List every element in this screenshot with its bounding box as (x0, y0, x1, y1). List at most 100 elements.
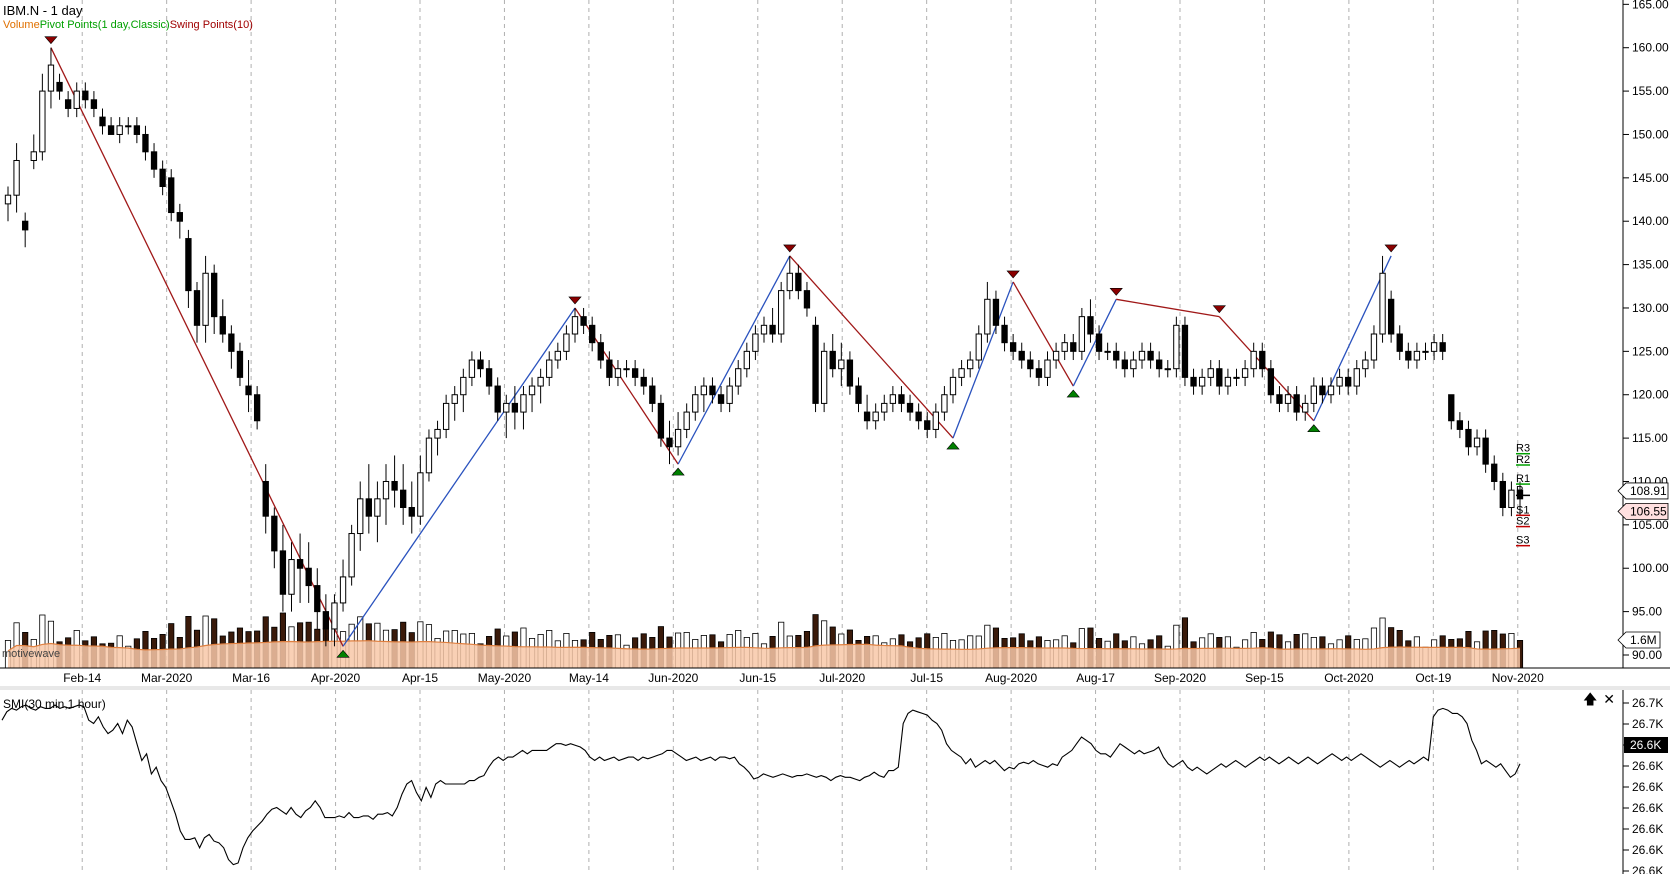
candle-body (322, 611, 330, 630)
swing-high-marker (1384, 244, 1398, 253)
candle-body (408, 507, 415, 517)
candle-body (1482, 437, 1489, 465)
candle-body (1190, 376, 1197, 387)
lower-tick-label: 26.6K (1632, 864, 1663, 874)
candle-body (511, 402, 519, 413)
pivot-label: R3 (1516, 443, 1530, 455)
last-price-box (1617, 503, 1669, 520)
lower-tick-label: 26.6K (1632, 780, 1663, 794)
price-tick-label: 150.00 (1632, 127, 1669, 141)
candle-body (1465, 428, 1472, 448)
volume-ma-tag: 1.6M (1617, 631, 1661, 649)
volume-ma-area (8, 640, 1520, 668)
price-tick-label: 95.00 (1632, 605, 1662, 619)
candle-body (606, 359, 613, 378)
swing-lines (50, 47, 1392, 647)
candle-body (872, 411, 879, 422)
candle-body (1087, 316, 1094, 335)
candle-body (1284, 394, 1292, 404)
price-pane[interactable] (0, 0, 1623, 668)
swing-high-marker (1109, 287, 1123, 296)
candle-body (941, 394, 948, 413)
swing-line (952, 281, 1014, 439)
candle-body (279, 550, 287, 595)
candle-body (898, 394, 905, 404)
candle-body (22, 220, 29, 231)
candle-body (683, 411, 690, 430)
candle-body (1336, 376, 1343, 387)
up-arrow-icon[interactable]: 🡅 (1583, 691, 1598, 707)
date-tick-label: Apr-15 (402, 671, 438, 685)
candle-body (288, 559, 295, 595)
swing-markers (44, 36, 1398, 658)
candle-body (563, 333, 570, 352)
chart-header: IBM.N - 1 day VolumePivot Points(1 day,C… (3, 3, 253, 31)
candle-body (485, 368, 493, 387)
price-tick-label: 140.00 (1632, 214, 1669, 228)
candle-body (726, 385, 733, 404)
lower-tick-label: 26.6K (1632, 801, 1663, 815)
swing-low-marker (1307, 424, 1321, 433)
candle-body (1052, 350, 1060, 361)
candle-body (133, 125, 141, 135)
date-tick-label: Aug-17 (1076, 671, 1115, 685)
candle-body (735, 368, 742, 387)
lower-tick-label: 26.7K (1632, 696, 1663, 710)
candle-body (451, 394, 458, 404)
symbol-title[interactable]: IBM.N - 1 day (3, 3, 83, 18)
candle-body (1250, 350, 1257, 370)
candle-body (1009, 342, 1017, 352)
volume-ma-line (7, 640, 1521, 652)
indicator-label-pivot[interactable]: Pivot Points(1 day,Classic) (39, 19, 170, 31)
candle-body (185, 238, 192, 292)
swing-high-marker (568, 296, 582, 305)
candle-body (889, 394, 897, 404)
swing-line (342, 307, 576, 647)
lower-tick-label: 26.6K (1632, 843, 1663, 857)
swing-line (1313, 255, 1392, 422)
lower-pane-title[interactable]: SMI(30 min,1 hour) (3, 697, 106, 711)
candle-body (924, 420, 931, 430)
swing-line (1116, 298, 1220, 318)
price-axis[interactable]: 90.0095.00100.00105.00110.00115.00120.00… (1623, 0, 1669, 662)
swing-low-marker (671, 467, 685, 476)
candle-body (1138, 350, 1146, 361)
candle-body (1422, 350, 1429, 353)
date-axis[interactable]: Feb-14 Mar-2020 Mar-16 Apr-2020 Apr-15 May-20… (63, 671, 1544, 685)
price-tick-label: 135.00 (1632, 258, 1669, 272)
swing-line (789, 255, 954, 439)
candle-body (494, 385, 501, 413)
candle-body (1439, 342, 1446, 352)
lower-axis[interactable]: 26.7K26.7K26.7K26.6K26.6K26.6K26.6K26.6K… (1623, 696, 1668, 874)
candle-body (1113, 350, 1120, 361)
indicator-labels: VolumePivot Points(1 day,Classic)Swing P… (3, 19, 253, 31)
candle-body (546, 359, 553, 378)
indicator-label-swing[interactable]: Swing Points(10) (169, 19, 253, 31)
swing-line (677, 255, 791, 465)
last-price-box (1617, 482, 1669, 500)
lower-pane-controls: 🡅 ✕ (1583, 692, 1615, 706)
candle-body (778, 290, 785, 335)
candle-body (1302, 402, 1309, 413)
candle-body (589, 324, 596, 344)
swing-low-marker (946, 441, 960, 450)
candle-body (838, 359, 845, 370)
candle-body (1181, 324, 1189, 378)
watermark: motivewave (2, 648, 61, 660)
swing-high-marker (44, 36, 58, 45)
pivot-label: R2 (1516, 454, 1530, 466)
candle-body (958, 368, 965, 378)
close-icon[interactable]: ✕ (1603, 691, 1616, 707)
candle-body (56, 81, 63, 92)
candle-body (1044, 359, 1051, 378)
candle-body (236, 350, 244, 378)
indicator-label-volume[interactable]: Volume (3, 19, 40, 31)
swing-line (1072, 299, 1117, 387)
swing-high-marker (1212, 305, 1226, 314)
date-tick-label: Apr-2020 (311, 671, 361, 685)
pane-separator[interactable] (0, 686, 1670, 690)
volume-moving-average (7, 640, 1521, 668)
date-tick-label: Aug-2020 (985, 671, 1037, 685)
candle-body (82, 90, 89, 101)
smi-series-line (1, 704, 1521, 866)
